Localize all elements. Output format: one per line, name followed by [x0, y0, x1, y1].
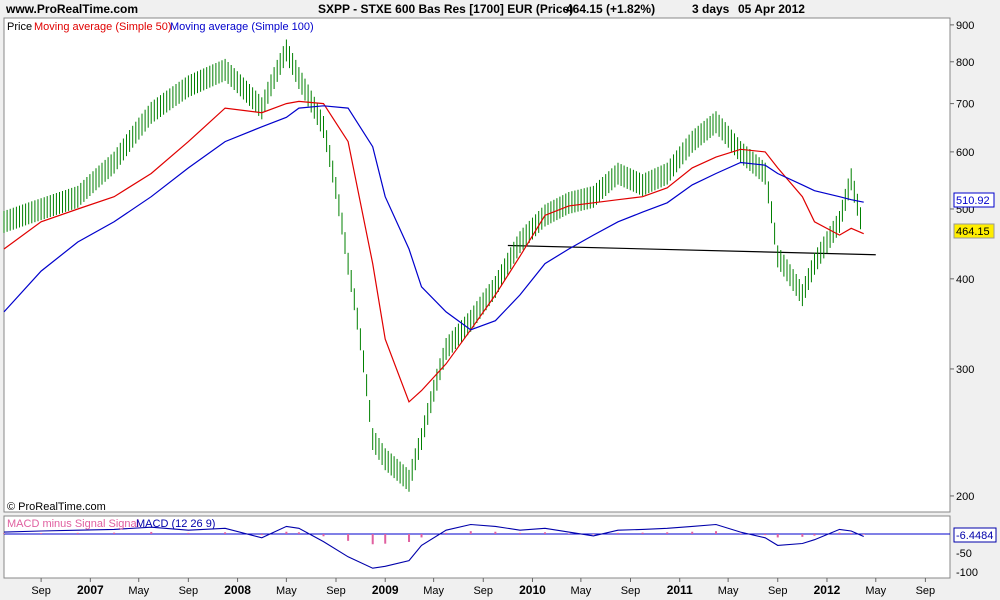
x-tick-label: 2010: [519, 583, 546, 597]
macd-tick-label: -50: [956, 548, 972, 560]
y-tick-label: 900: [956, 20, 974, 32]
x-tick-label: Sep: [31, 585, 51, 597]
x-tick-label: 2011: [667, 583, 693, 597]
x-tick-label: Sep: [916, 585, 936, 597]
macd-line: [3, 523, 864, 569]
macd-last-value: -6.4484: [956, 530, 993, 542]
x-tick-label: May: [128, 585, 149, 597]
x-tick-label: May: [570, 585, 591, 597]
x-tick-label: Sep: [326, 585, 346, 597]
macd-tick-label: -100: [956, 567, 978, 579]
instrument-title: SXPP - STXE 600 Bas Res [1700] EUR (Pric…: [318, 2, 574, 16]
y-tick-label: 700: [956, 99, 974, 111]
ma50-line: [3, 100, 864, 403]
x-tick-label: May: [718, 585, 739, 597]
macd-panel: [3, 515, 951, 579]
y-tick-label: 200: [956, 491, 974, 503]
y-tick-label: 400: [956, 274, 974, 286]
watermark: © ProRealTime.com: [7, 501, 106, 513]
x-tick-label: 2012: [814, 583, 841, 597]
x-tick-label: 2008: [224, 583, 251, 597]
y-tick-label: 800: [956, 57, 974, 69]
x-tick-label: May: [865, 585, 886, 597]
price-panel: [3, 17, 951, 513]
ma100-last-value: 510.92: [956, 195, 990, 207]
price-last-badge: [953, 223, 995, 239]
date-label: 05 Apr 2012: [738, 2, 805, 16]
x-tick-label: Sep: [768, 585, 788, 597]
x-tick-label: Sep: [473, 585, 493, 597]
y-tick-label: 300: [956, 364, 974, 376]
legend-ma50: Moving average (Simple 50): [34, 21, 172, 33]
x-tick-label: Sep: [179, 585, 199, 597]
x-tick-label: May: [276, 585, 297, 597]
ma100-last-badge: [953, 192, 995, 208]
x-tick-label: 2009: [372, 583, 399, 597]
ma100-line: [3, 105, 864, 331]
macd-last-badge: [953, 527, 997, 543]
x-tick-label: May: [423, 585, 444, 597]
legend-price: Price: [7, 21, 32, 33]
price-last-value: 464.15: [956, 226, 990, 238]
x-tick-label: 2007: [77, 583, 104, 597]
last-quote: 464.15 (+1.82%): [566, 2, 656, 16]
legend-macd-signal: MACD minus Signal Signal: [7, 518, 139, 530]
site-label: www.ProRealTime.com: [6, 2, 139, 16]
period-label: 3 days: [692, 2, 730, 16]
x-tick-label: Sep: [621, 585, 641, 597]
y-tick-label: 600: [956, 147, 974, 159]
legend-ma100: Moving average (Simple 100): [170, 21, 314, 33]
legend-macd: MACD (12 26 9): [136, 518, 215, 530]
